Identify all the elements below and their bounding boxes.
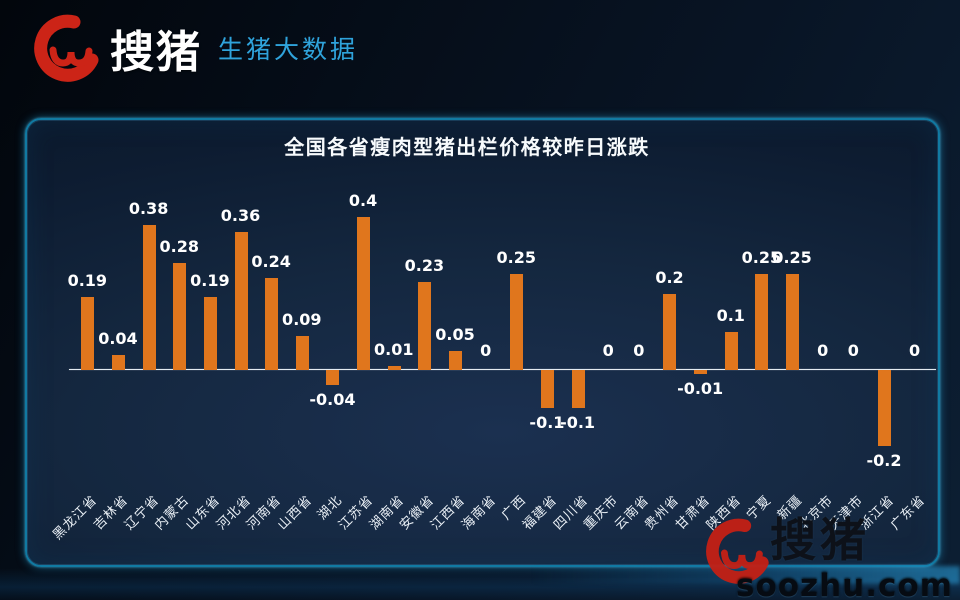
bar-slot: 0 广东省 xyxy=(888,190,930,533)
bar-value-label: 0 xyxy=(633,341,645,360)
soozhu-watermark-icon xyxy=(706,518,769,584)
bar-slot: 0.1 陕西省 xyxy=(704,190,746,533)
bar-slot: 0 天津市 xyxy=(826,190,869,533)
x-axis-line xyxy=(69,369,936,370)
bar-positive xyxy=(234,232,248,370)
bar-value-label: 0.25 xyxy=(496,248,537,267)
x-axis-category-label: 福建省 xyxy=(520,492,561,534)
bar-positive xyxy=(173,263,187,370)
bar-slot: 0 重庆市 xyxy=(581,190,624,533)
x-axis-category-label: 江西省 xyxy=(428,492,469,534)
bar-value-label: 0.05 xyxy=(435,325,475,344)
chart-title: 全国各省瘦肉型猪出栏价格较昨日涨跌 xyxy=(284,135,650,159)
bar-value-label: 0 xyxy=(602,341,614,360)
bar-value-label: 0 xyxy=(847,341,859,360)
bar-slot: 0.25 广西 xyxy=(497,190,536,523)
bar-value-label: 0 xyxy=(909,341,921,360)
bar-slot: -0.04 湖北 xyxy=(309,190,356,523)
bar-slot: 0.09 山西省 xyxy=(275,190,322,533)
bar-slot: 0.38 辽宁省 xyxy=(122,190,169,533)
bar-positive xyxy=(295,336,309,370)
bar-slot: 0.19 黑龙江省 xyxy=(51,190,108,543)
bar-negative xyxy=(326,370,340,385)
bar-positive xyxy=(357,217,371,370)
bar-positive xyxy=(387,366,401,370)
product-name: 生猪大数据 xyxy=(218,35,359,64)
bar-value-label: 0.25 xyxy=(772,248,812,267)
bar-value-label: 0.4 xyxy=(348,191,378,210)
watermark: 搜猪 soozhu.com xyxy=(702,508,952,600)
bar-negative xyxy=(877,370,891,446)
bar-value-label: 0.36 xyxy=(220,206,261,225)
bar-slot: -0.01 甘肃省 xyxy=(673,190,723,533)
bar-slot: 0 云南省 xyxy=(612,190,655,533)
bar-value-label: 0 xyxy=(817,341,829,360)
bar-positive xyxy=(142,225,156,370)
x-axis-category-label: 江苏省 xyxy=(336,492,377,534)
bar-value-label: 0.19 xyxy=(67,271,108,290)
watermark-brand: 搜猪 xyxy=(770,513,870,567)
bar-positive xyxy=(111,355,125,370)
bar-slot: 0.04 吉林省 xyxy=(91,190,138,533)
bar-slot: 0.01 湖南省 xyxy=(367,190,414,533)
bar-positive xyxy=(663,294,677,370)
bar-negative xyxy=(571,370,585,408)
bar-value-label: 0.24 xyxy=(251,252,291,271)
bar-slot: 0.05 江西省 xyxy=(428,190,475,533)
bar-positive xyxy=(786,274,800,370)
bar-value-label: 0.04 xyxy=(98,329,138,348)
bar-positive xyxy=(755,274,769,370)
bar-slot: -0.1 福建省 xyxy=(520,190,565,533)
bar-value-label: -0.1 xyxy=(560,413,596,432)
bar-slot: -0.2 浙江省 xyxy=(857,190,902,533)
bar-slot: -0.1 四川省 xyxy=(551,190,596,533)
bar-value-label: 0.38 xyxy=(128,199,169,218)
watermark-url: soozhu.com xyxy=(736,568,953,600)
bar-slot: 0.2 贵州省 xyxy=(643,190,685,533)
bar-value-label: 0 xyxy=(480,341,492,360)
bar-value-label: 0.19 xyxy=(190,271,230,290)
bar-positive xyxy=(203,297,217,370)
soozhu-logo-icon xyxy=(34,14,99,82)
bar-positive xyxy=(265,278,279,370)
bar-slot: 0 北京市 xyxy=(796,190,838,533)
bar-value-label: -0.2 xyxy=(866,451,902,470)
bar-slot: 0.4 江苏省 xyxy=(336,190,379,533)
bar-slot: 0.36 河北省 xyxy=(214,190,261,533)
header: 搜猪 生猪大数据 xyxy=(0,0,960,96)
bar-negative xyxy=(540,370,554,408)
bar-positive xyxy=(510,274,524,370)
bar-positive xyxy=(418,282,432,370)
bar-slot: 0.24 河南省 xyxy=(244,190,291,533)
bar-positive xyxy=(81,297,95,370)
bar-value-label: 0.28 xyxy=(159,237,199,256)
brand-name: 搜猪 xyxy=(110,27,202,78)
bar-positive xyxy=(724,332,738,370)
bar-value-label: -0.04 xyxy=(309,390,356,409)
x-axis-category-label: 山东省 xyxy=(183,492,224,534)
chart-panel: 全国各省瘦肉型猪出栏价格较昨日涨跌 0.19 黑龙江省 0.04 吉林省 0.38 辽宁省… xyxy=(25,118,940,567)
bar-value-label: 0.23 xyxy=(404,256,445,275)
bar-slot: 0.19 山东省 xyxy=(183,190,230,533)
bar-slot: 0 海南省 xyxy=(459,190,501,533)
bar-slot: 0.28 内蒙古 xyxy=(152,190,199,533)
x-axis-category-label: 吉林省 xyxy=(91,492,132,534)
bar-negative xyxy=(694,370,708,374)
bar-value-label: 0.09 xyxy=(282,310,322,329)
bar-value-label: 0.1 xyxy=(716,306,745,325)
bar-chart: 0.19 黑龙江省 0.04 吉林省 0.38 辽宁省 0.28 内蒙古 0.19 山东省 0.36… xyxy=(51,190,936,543)
bar-positive xyxy=(449,351,462,370)
bar-slot: 0.25 宁夏 xyxy=(742,190,781,523)
bar-value-label: 0.2 xyxy=(655,268,684,287)
bar-value-label: -0.1 xyxy=(529,413,565,432)
bar-value-label: -0.01 xyxy=(677,379,724,398)
x-axis-category-label: 山西省 xyxy=(274,492,316,534)
bar-value-label: 0.25 xyxy=(741,248,782,267)
bar-slot: 0.25 新疆 xyxy=(772,190,811,523)
bar-slot: 0.23 安徽省 xyxy=(397,190,444,533)
bar-value-label: 0.01 xyxy=(373,340,414,359)
